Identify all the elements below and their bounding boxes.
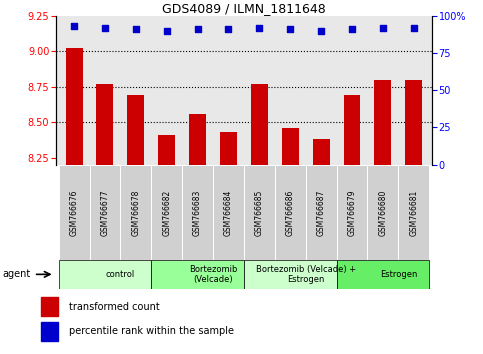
Point — [194, 27, 201, 32]
Point — [101, 25, 109, 31]
Text: GSM766683: GSM766683 — [193, 189, 202, 236]
Bar — [213, 165, 244, 260]
Bar — [97, 84, 114, 165]
Text: GSM766676: GSM766676 — [70, 189, 79, 236]
Text: Bortezomib (Velcade) +
Estrogen: Bortezomib (Velcade) + Estrogen — [256, 265, 356, 284]
Bar — [151, 260, 244, 289]
Bar — [66, 48, 83, 165]
Bar — [282, 128, 298, 165]
Bar — [313, 139, 329, 165]
Text: percentile rank within the sample: percentile rank within the sample — [69, 326, 234, 337]
Text: GSM766681: GSM766681 — [409, 189, 418, 235]
Text: agent: agent — [2, 269, 30, 279]
Point — [286, 27, 294, 32]
Text: GSM766686: GSM766686 — [286, 189, 295, 236]
Bar — [337, 260, 429, 289]
Point — [410, 25, 418, 31]
Bar — [244, 260, 337, 289]
Bar — [244, 165, 275, 260]
Text: GSM766680: GSM766680 — [378, 189, 387, 236]
Point — [256, 25, 263, 31]
Bar — [343, 95, 360, 165]
Bar — [182, 165, 213, 260]
Bar — [275, 165, 306, 260]
Point — [379, 25, 387, 31]
Bar — [158, 135, 175, 165]
Text: transformed count: transformed count — [69, 302, 159, 312]
Point — [348, 27, 356, 32]
Text: GSM766679: GSM766679 — [347, 189, 356, 236]
Text: GSM766678: GSM766678 — [131, 189, 141, 236]
Bar — [398, 165, 429, 260]
Bar — [151, 165, 182, 260]
Point — [225, 27, 232, 32]
Point — [70, 23, 78, 29]
Text: control: control — [106, 270, 135, 279]
Bar — [220, 132, 237, 165]
Text: GSM766685: GSM766685 — [255, 189, 264, 236]
Text: GSM766682: GSM766682 — [162, 189, 171, 235]
Text: GSM766687: GSM766687 — [317, 189, 326, 236]
Text: Bortezomib
(Velcade): Bortezomib (Velcade) — [189, 265, 237, 284]
Bar — [128, 95, 144, 165]
Bar — [374, 80, 391, 165]
Text: GSM766677: GSM766677 — [100, 189, 110, 236]
Bar — [58, 260, 151, 289]
Point — [317, 28, 325, 34]
Bar — [251, 84, 268, 165]
Bar — [41, 322, 58, 341]
Title: GDS4089 / ILMN_1811648: GDS4089 / ILMN_1811648 — [162, 2, 326, 15]
Text: GSM766684: GSM766684 — [224, 189, 233, 236]
Bar — [189, 114, 206, 165]
Bar — [306, 165, 337, 260]
Bar — [405, 80, 422, 165]
Bar — [41, 297, 58, 316]
Point — [132, 27, 140, 32]
Bar — [337, 165, 368, 260]
Bar — [120, 165, 151, 260]
Bar — [58, 165, 89, 260]
Point — [163, 28, 170, 34]
Bar — [368, 165, 398, 260]
Bar — [89, 165, 120, 260]
Text: Estrogen: Estrogen — [380, 270, 417, 279]
